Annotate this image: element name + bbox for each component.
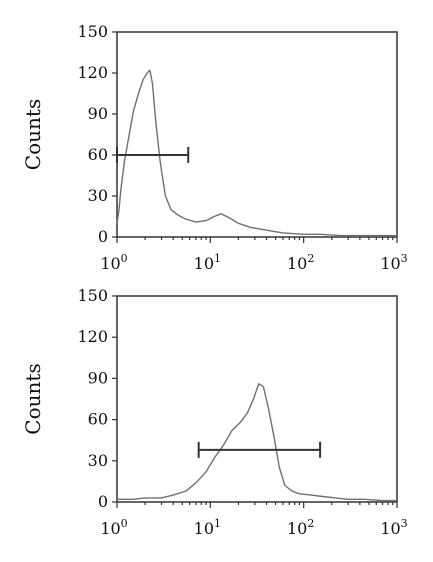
y-tick-label: 30 [88, 186, 108, 205]
x-tick-label: 100 [100, 517, 127, 538]
y-tick-label: 120 [77, 327, 108, 346]
y-tick-label: 0 [98, 492, 108, 511]
y-tick-label: 150 [77, 22, 108, 41]
y-tick-label: 90 [88, 104, 108, 123]
plot-frame [116, 31, 398, 238]
y-tick-label: 90 [88, 368, 108, 387]
y-tick-label: 150 [77, 286, 108, 305]
y-axis-title: Counts [21, 99, 45, 170]
plot-frame [116, 295, 398, 503]
histogram-line-1 [116, 69, 397, 237]
gate-marker [116, 147, 190, 163]
x-tick-label: 103 [380, 517, 407, 538]
y-tick-label: 120 [77, 63, 108, 82]
x-tick-label: 102 [287, 517, 314, 538]
gate-marker [197, 441, 322, 458]
x-tick-label: 100 [100, 252, 127, 273]
histogram-panel-1: 0 30 60 90 120 150 100 101 102 103 Counts [21, 22, 408, 273]
x-tick-label: 101 [194, 252, 221, 273]
y-tick-label: 0 [98, 227, 108, 246]
y-tick-label: 60 [88, 410, 108, 429]
x-tick-label: 103 [380, 252, 407, 273]
x-tick-label: 101 [194, 517, 221, 538]
y-tick-label: 30 [88, 451, 108, 470]
y-tick-label: 60 [88, 145, 108, 164]
y-axis-title: Counts [21, 363, 45, 434]
histogram-panel-2: 0 30 60 90 120 150 100 101 102 103 Counts [21, 286, 408, 538]
x-tick-label: 102 [287, 252, 314, 273]
histogram-line-1 [117, 383, 397, 502]
